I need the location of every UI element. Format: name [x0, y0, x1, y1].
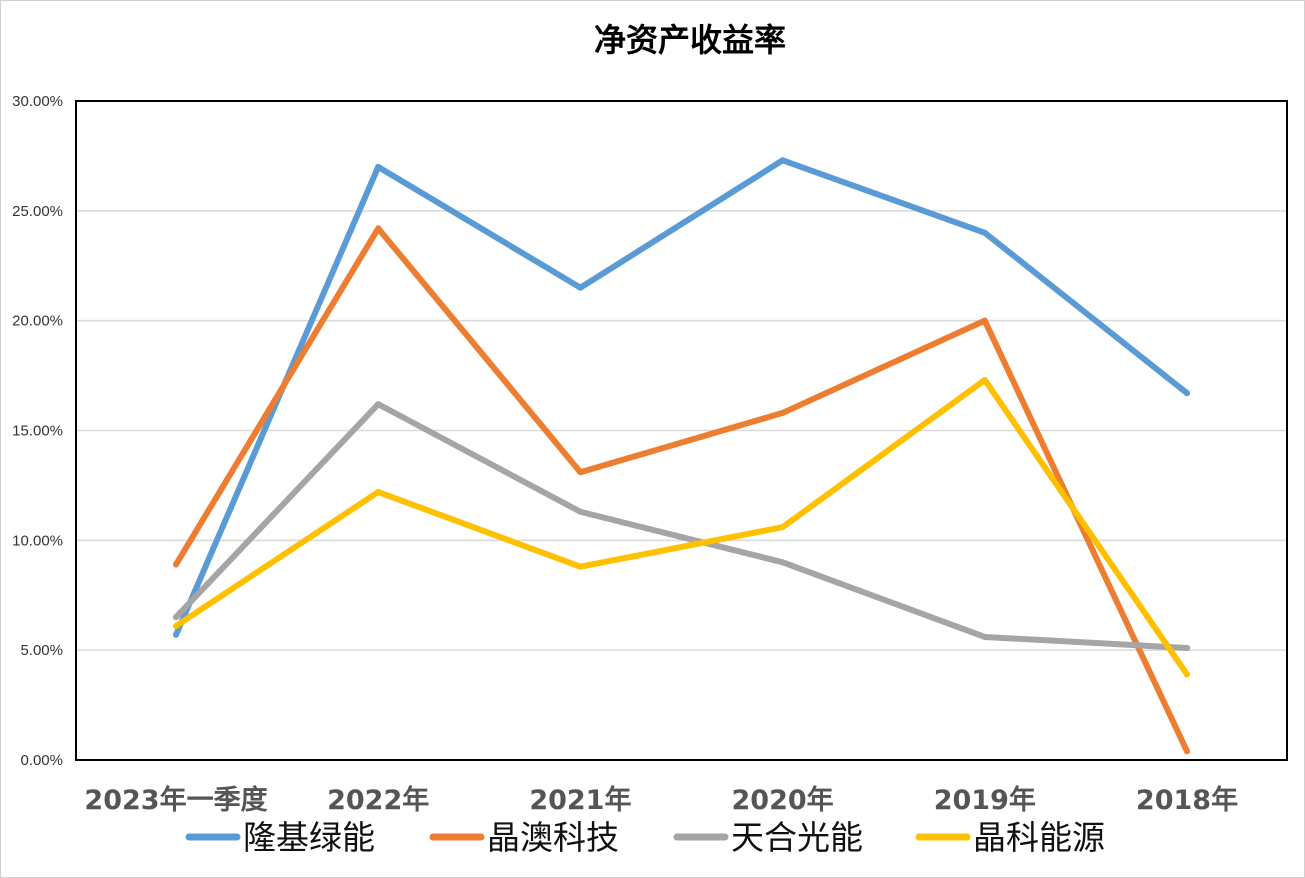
data-point: [375, 163, 382, 170]
y-tick-label: 5.00%: [20, 642, 63, 659]
x-tick-label: 2020年: [732, 784, 834, 816]
chart-title: 净资产收益率: [594, 21, 786, 59]
x-tick-label: 2021年: [529, 784, 631, 816]
data-point: [981, 317, 988, 324]
data-point: [577, 508, 584, 515]
series-line-1: [173, 157, 1190, 638]
data-point: [375, 225, 382, 232]
data-point: [375, 401, 382, 408]
data-point: [779, 157, 786, 164]
y-tick-label: 15.00%: [12, 423, 63, 440]
x-tick-label: 2023年一季度: [84, 784, 267, 816]
series-line-4: [173, 376, 1190, 678]
y-axis-ticks: 0.00% 5.00% 10.00% 15.00% 20.00% 25.00% 30.00%: [12, 93, 63, 769]
plot-area: [75, 100, 1288, 761]
x-tick-label: 2018年: [1136, 784, 1238, 816]
series-lines: [173, 157, 1190, 755]
data-point: [577, 563, 584, 570]
y-tick-label: 10.00%: [12, 532, 63, 549]
y-tick-label: 0.00%: [20, 752, 63, 769]
data-point: [173, 614, 179, 621]
data-point: [173, 561, 179, 568]
x-axis-ticks: 2023年一季度 2022年 2021年 2020年 2019年 2018年: [84, 784, 1238, 816]
x-tick-label: 2022年: [327, 784, 429, 816]
legend-label: 隆基绿能: [243, 818, 375, 857]
data-point: [1184, 390, 1190, 397]
data-point: [375, 489, 382, 496]
x-tick-label: 2019年: [934, 784, 1036, 816]
y-tick-label: 20.00%: [12, 313, 63, 330]
data-point: [779, 524, 786, 531]
data-point: [173, 623, 179, 630]
legend-label: 晶科能源: [973, 818, 1105, 857]
data-point: [1184, 644, 1190, 651]
data-point: [981, 229, 988, 236]
legend-label: 天合光能: [731, 818, 863, 857]
data-point: [1184, 671, 1190, 678]
y-tick-label: 30.00%: [12, 93, 63, 110]
data-point: [173, 631, 179, 638]
series-line-2: [173, 225, 1190, 755]
data-point: [577, 284, 584, 291]
series-line-3: [173, 401, 1190, 651]
data-point: [981, 633, 988, 640]
data-point: [779, 409, 786, 416]
data-point: [577, 469, 584, 476]
legend: 隆基绿能 晶澳科技 天合光能 晶科能源: [185, 818, 1105, 857]
data-point: [1184, 748, 1190, 755]
y-tick-label: 25.00%: [12, 203, 63, 220]
legend-label: 晶澳科技: [487, 818, 619, 857]
data-point: [981, 376, 988, 383]
data-point: [779, 559, 786, 566]
